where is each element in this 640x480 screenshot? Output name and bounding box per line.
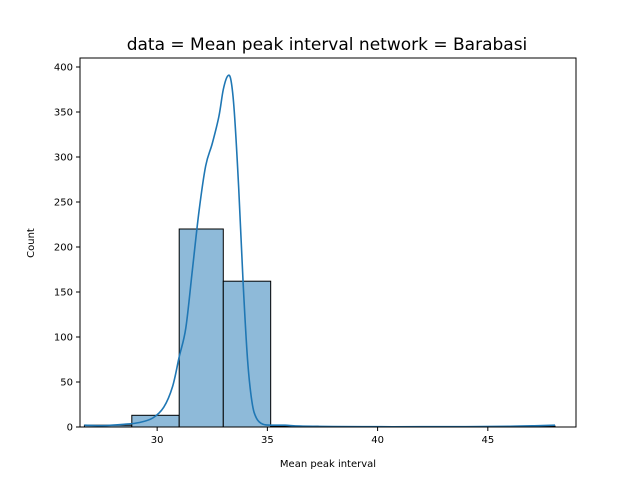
y-axis-ticks: 0 50 100 150 200 250 300 350 400	[54, 63, 80, 434]
y-tick-label: 100	[54, 333, 73, 344]
kde-curve	[84, 74, 556, 428]
y-tick-label: 250	[54, 198, 73, 209]
x-tick-label: 35	[261, 435, 274, 446]
y-tick-label: 350	[54, 108, 73, 119]
x-tick-label: 30	[151, 435, 164, 446]
y-tick-label: 300	[54, 153, 73, 164]
x-tick-label: 40	[371, 435, 384, 446]
y-tick-label: 400	[54, 63, 73, 74]
x-axis-ticks: 30 35 40 45	[151, 427, 494, 446]
y-tick-label: 50	[60, 378, 73, 389]
histogram-bars	[83, 228, 556, 428]
x-axis-label: Mean peak interval	[280, 459, 376, 470]
x-tick-label: 45	[481, 435, 494, 446]
y-tick-label: 200	[54, 243, 73, 254]
plot-frame	[79, 57, 577, 428]
y-tick-label: 0	[67, 423, 73, 434]
chart-title: data = Mean peak interval network = Bara…	[127, 35, 528, 55]
y-tick-label: 150	[54, 288, 73, 299]
y-axis-label: Count	[26, 228, 37, 258]
